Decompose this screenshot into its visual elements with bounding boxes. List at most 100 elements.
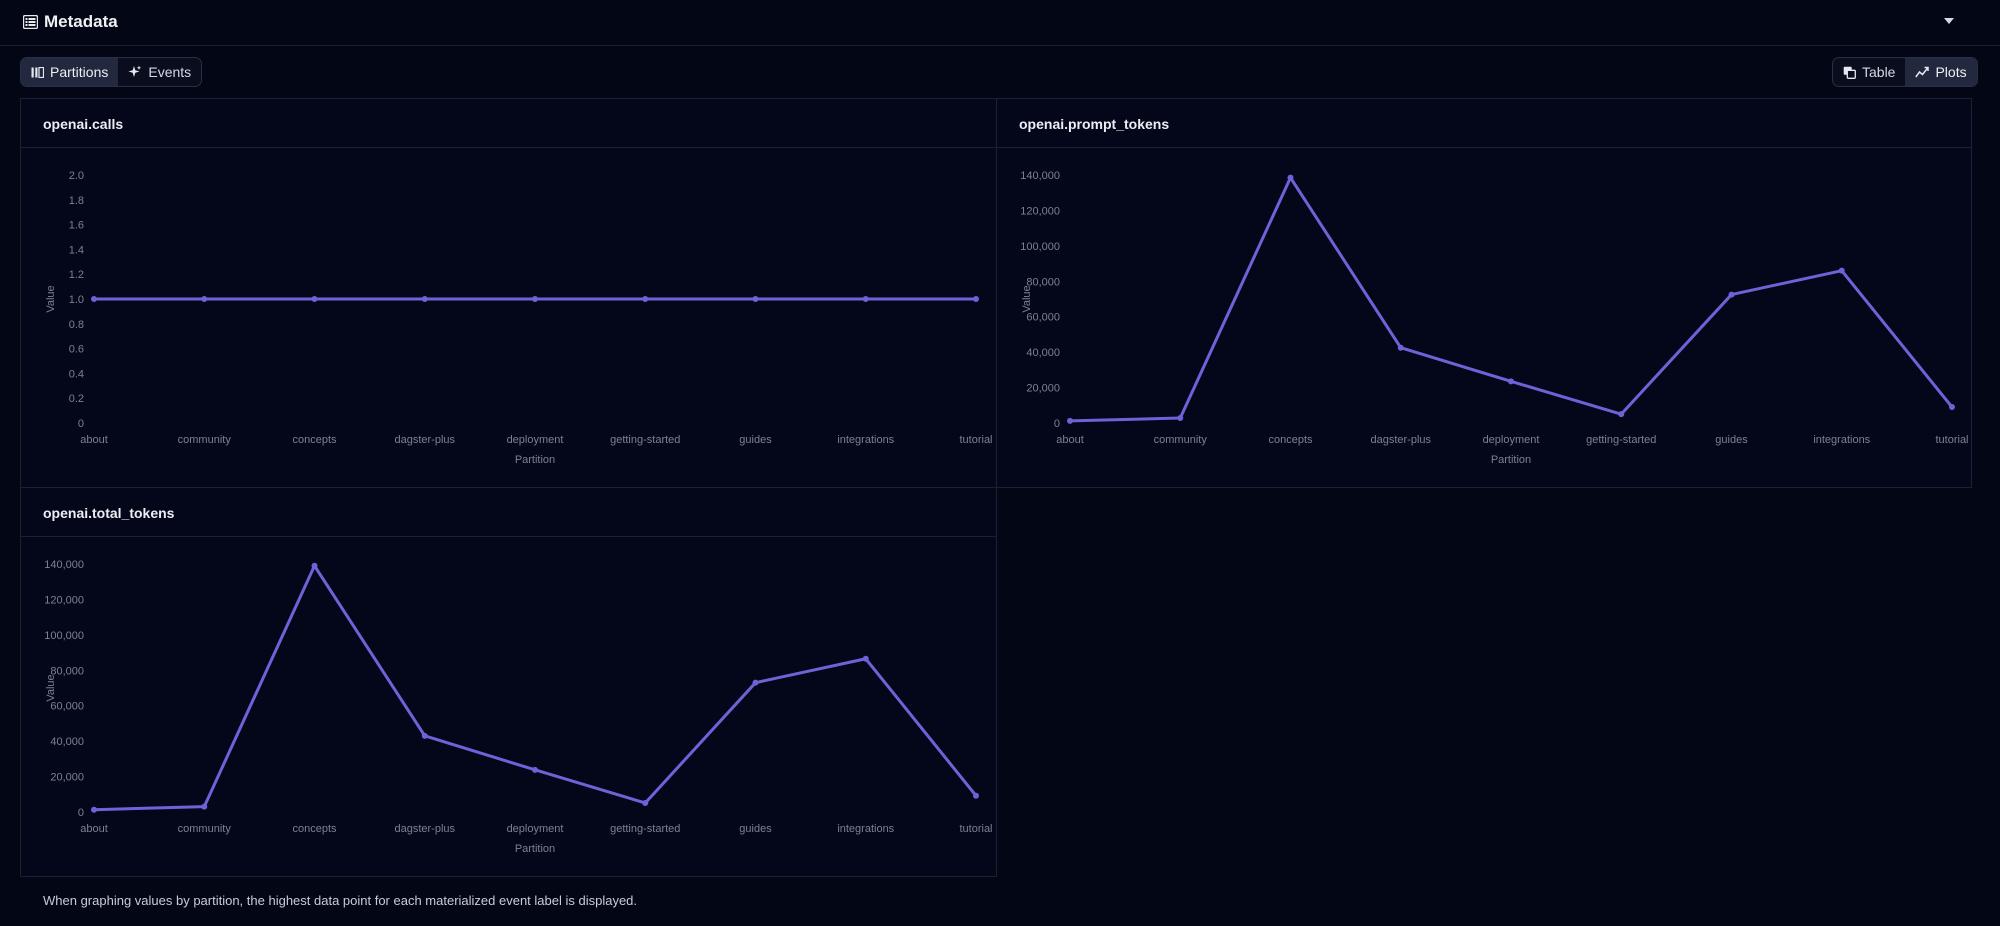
data-point[interactable]: [973, 792, 979, 799]
chart-title: openai.prompt_tokens: [1019, 116, 1170, 132]
y-tick-label: 1.4: [69, 244, 84, 256]
y-tick-label: 0.8: [69, 319, 84, 331]
data-point[interactable]: [91, 296, 97, 302]
data-point[interactable]: [862, 296, 869, 302]
metadata-header: Metadata: [0, 0, 2000, 46]
y-tick-label: 20,000: [1026, 383, 1060, 395]
data-point[interactable]: [1508, 378, 1514, 385]
x-tick-label: integrations: [1813, 434, 1870, 446]
x-axis-title: Partition: [515, 454, 555, 466]
x-axis-title: Partition: [515, 843, 555, 855]
tab-partitions-label: Partitions: [50, 64, 109, 80]
data-point[interactable]: [201, 296, 208, 302]
chart-panel-calls: openai.calls 0 0.2 0.4 0.6 0.8 1.0 1.2 1.4 1.6 1.…: [20, 98, 997, 488]
x-tick-label: deployment: [1483, 434, 1540, 446]
data-point[interactable]: [862, 655, 869, 662]
chart-panel-header: openai.prompt_tokens: [997, 99, 1971, 148]
data-point[interactable]: [1838, 267, 1845, 274]
data-point[interactable]: [532, 766, 538, 773]
chart-panel-header: openai.calls: [21, 99, 996, 148]
tab-events-label: Events: [148, 64, 192, 80]
y-tick-label: 0.4: [69, 368, 84, 380]
y-tick-label: 20,000: [50, 772, 84, 784]
data-point[interactable]: [1397, 344, 1404, 351]
x-tick-label: dagster-plus: [394, 823, 455, 835]
y-tick-label: 140,000: [1020, 170, 1060, 182]
chart-panel-prompt-tokens: openai.prompt_tokens 0 20,000 40,000 60,000…: [996, 98, 1972, 488]
x-tick-label: guides: [739, 823, 772, 835]
chart-title: openai.total_tokens: [43, 505, 175, 521]
y-tick-label: 120,000: [44, 594, 84, 606]
tab-events[interactable]: Events: [118, 58, 201, 86]
y-tick-label: 80,000: [50, 665, 84, 677]
data-point[interactable]: [752, 296, 759, 302]
data-point[interactable]: [91, 806, 97, 813]
x-tick-label: getting-started: [610, 434, 680, 446]
footnote: When graphing values by partition, the h…: [43, 893, 638, 908]
view-toggle: Partitions Events: [20, 57, 203, 87]
y-tick-label: 2.0: [69, 170, 84, 182]
y-tick-label: 40,000: [1026, 347, 1060, 359]
data-point[interactable]: [1287, 174, 1294, 181]
y-tick-label: 1.6: [69, 220, 84, 232]
chart-panel-total-tokens: openai.total_tokens 0 20,000 40,000 60,000 8…: [20, 487, 997, 877]
series-line: [92, 564, 978, 812]
data-point[interactable]: [642, 296, 649, 302]
tab-plots-label: Plots: [1935, 64, 1967, 80]
data-point[interactable]: [752, 679, 759, 686]
y-tick-label: 100,000: [1020, 241, 1060, 253]
series-line: [1068, 176, 1954, 423]
data-point[interactable]: [311, 562, 318, 569]
y-tick-label: 0: [1054, 418, 1060, 430]
x-tick-label: community: [178, 434, 232, 446]
data-point[interactable]: [532, 296, 538, 302]
y-tick-label: 0: [78, 807, 84, 819]
sparkle-icon: [128, 65, 142, 77]
y-axis-title: Value: [45, 674, 57, 701]
x-tick-label: community: [178, 823, 232, 835]
data-point[interactable]: [642, 799, 649, 806]
y-axis-title: Value: [45, 285, 57, 312]
data-point[interactable]: [201, 803, 208, 810]
page-title: Metadata: [44, 12, 118, 31]
x-tick-label: community: [1154, 434, 1208, 446]
partitions-icon: [31, 66, 44, 78]
data-point[interactable]: [1728, 291, 1735, 298]
x-tick-label: integrations: [837, 434, 894, 446]
tab-table[interactable]: Table: [1833, 58, 1905, 86]
tab-table-label: Table: [1862, 64, 1896, 80]
x-tick-label: concepts: [292, 434, 337, 446]
tab-plots[interactable]: Plots: [1905, 58, 1977, 86]
data-point[interactable]: [1618, 411, 1625, 418]
x-tick-label: deployment: [507, 823, 564, 835]
x-tick-label: integrations: [837, 823, 894, 835]
y-tick-label: 40,000: [50, 736, 84, 748]
tab-partitions[interactable]: Partitions: [21, 58, 119, 86]
y-tick-label: 0.2: [69, 393, 84, 405]
x-tick-label: guides: [739, 434, 772, 446]
x-tick-label: about: [80, 434, 108, 446]
table-list-icon: [23, 15, 38, 29]
x-tick-label: deployment: [507, 434, 564, 446]
data-point[interactable]: [1067, 417, 1073, 424]
y-tick-label: 1.0: [69, 294, 84, 306]
data-point[interactable]: [311, 296, 318, 302]
data-point[interactable]: [421, 296, 428, 302]
x-tick-label: tutorial: [1935, 434, 1968, 446]
data-point[interactable]: [421, 732, 428, 739]
data-point[interactable]: [1177, 415, 1184, 422]
chart-title: openai.calls: [43, 116, 124, 132]
x-tick-label: tutorial: [959, 434, 992, 446]
y-tick-label: 140,000: [44, 559, 84, 571]
x-axis-title: Partition: [1491, 454, 1531, 466]
x-tick-label: getting-started: [1586, 434, 1656, 446]
y-tick-label: 80,000: [1026, 276, 1060, 288]
data-point[interactable]: [1949, 404, 1955, 411]
y-tick-label: 120,000: [1020, 205, 1060, 217]
line-chart-prompt-tokens: 0 20,000 40,000 60,000 80,000 100,000 120,000 1…: [1020, 170, 1968, 466]
x-tick-label: about: [80, 823, 108, 835]
data-point[interactable]: [973, 296, 979, 302]
collapse-chevron-icon[interactable]: [1944, 18, 1954, 24]
y-tick-label: 100,000: [44, 630, 84, 642]
y-tick-label: 0: [78, 418, 84, 430]
